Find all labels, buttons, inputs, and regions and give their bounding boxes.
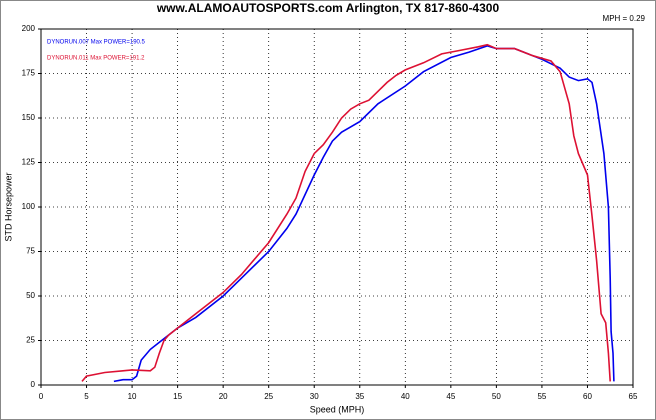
x-tick-label: 0 [39, 392, 44, 401]
x-tick-label: 55 [537, 392, 546, 401]
x-tick-label: 65 [629, 392, 638, 401]
x-tick-label: 10 [128, 392, 137, 401]
y-tick-label: 125 [22, 158, 36, 167]
y-axis-label: STD Horsepower [3, 172, 13, 241]
series-line [81, 43, 611, 382]
x-tick-label: 25 [264, 392, 273, 401]
y-tick-label: 25 [26, 336, 35, 345]
y-tick-label: 175 [22, 69, 36, 78]
subtitle: MPH = 0.29 [603, 14, 646, 23]
y-tick-label: 150 [22, 113, 36, 122]
y-tick-label: 0 [31, 380, 36, 389]
x-tick-label: 50 [492, 392, 501, 401]
legend-entry: DYNORUN.011 Max POWER=191.2 [47, 56, 145, 62]
y-tick-label: 75 [26, 247, 35, 256]
x-tick-label: 30 [310, 392, 319, 401]
x-tick-label: 20 [219, 392, 228, 401]
legend-entry: DYNORUN.007 Max POWER=190.5 [47, 40, 146, 46]
x-tick-label: 15 [173, 392, 182, 401]
x-tick-label: 45 [446, 392, 455, 401]
y-tick-label: 100 [22, 202, 36, 211]
x-tick-label: 60 [583, 392, 592, 401]
chart-title: www.ALAMOAUTOSPORTS.com Arlington, TX 81… [156, 1, 500, 15]
x-axis-label: Speed (MPH) [310, 404, 365, 414]
y-tick-label: 200 [22, 24, 36, 33]
y-tick-label: 50 [26, 291, 35, 300]
x-tick-label: 40 [401, 392, 410, 401]
x-tick-label: 35 [355, 392, 364, 401]
x-tick-label: 5 [84, 392, 89, 401]
